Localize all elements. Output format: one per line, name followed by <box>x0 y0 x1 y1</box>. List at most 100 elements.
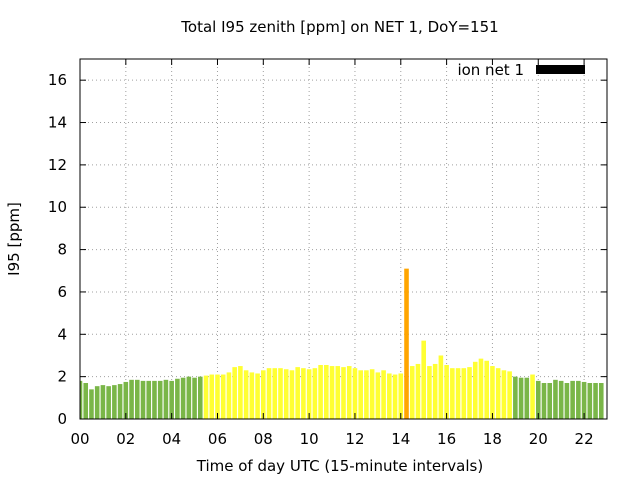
bar <box>593 383 598 419</box>
bar <box>180 377 186 419</box>
bar <box>329 366 335 419</box>
bar <box>513 376 518 419</box>
bar <box>507 371 512 419</box>
bar <box>89 389 94 419</box>
bar <box>421 340 426 419</box>
bar <box>467 367 472 419</box>
y-tick-labels: 0 2 4 6 8 10 12 14 16 <box>48 71 67 428</box>
bar <box>312 368 318 419</box>
bar <box>226 372 232 419</box>
x-tick-label: 14 <box>391 430 410 448</box>
bar <box>203 375 209 419</box>
grid <box>80 59 607 419</box>
bar <box>341 367 346 419</box>
bar <box>450 368 455 419</box>
x-axis-label: Time of day UTC (15-minute intervals) <box>196 457 483 475</box>
bar <box>444 365 449 419</box>
y-tick-label: 6 <box>57 283 67 301</box>
bar <box>398 373 404 419</box>
bar <box>306 369 312 419</box>
bar <box>438 355 444 419</box>
bar <box>547 383 553 419</box>
x-tick-label: 02 <box>116 430 135 448</box>
bar <box>192 377 197 419</box>
bar <box>324 365 329 419</box>
bar <box>175 378 180 419</box>
bar <box>535 380 541 419</box>
bar <box>364 370 369 419</box>
bar <box>318 365 323 419</box>
bar <box>301 368 306 419</box>
bar <box>392 374 398 419</box>
x-tick-label: 10 <box>300 430 319 448</box>
bar <box>553 379 558 419</box>
bar <box>100 385 106 419</box>
bar <box>404 268 409 419</box>
x-tick-label: 22 <box>575 430 594 448</box>
bar <box>232 367 237 419</box>
bar <box>278 368 283 419</box>
bar <box>283 369 289 419</box>
y-tick-label: 8 <box>57 241 67 259</box>
bar <box>163 379 169 419</box>
bar <box>146 380 152 419</box>
bar <box>369 369 375 419</box>
bar <box>409 366 415 419</box>
bar <box>157 380 163 419</box>
bar <box>117 384 123 419</box>
x-tick-label: 20 <box>529 430 548 448</box>
bar <box>455 368 461 419</box>
bar <box>387 373 392 419</box>
bar <box>186 376 192 419</box>
bar <box>198 376 203 419</box>
axis-ticks <box>79 59 607 420</box>
bar <box>249 372 255 419</box>
bar <box>427 366 432 419</box>
bar <box>472 361 478 419</box>
bar <box>581 381 587 419</box>
x-tick-labels: 00 02 04 06 08 10 12 14 16 18 20 22 <box>70 430 593 448</box>
bar <box>461 368 467 419</box>
bar <box>80 380 83 419</box>
legend-swatch <box>536 65 585 74</box>
bar <box>238 366 243 419</box>
bar <box>289 370 295 419</box>
plot-frame <box>79 58 608 420</box>
bar <box>587 383 593 419</box>
bar <box>106 386 111 419</box>
y-axis-label: I95 [ppm] <box>5 202 23 276</box>
y-tick-label: 12 <box>48 156 67 174</box>
y-tick-label: 4 <box>57 325 67 343</box>
bars <box>80 268 604 419</box>
bar <box>295 367 300 419</box>
legend-label: ion net 1 <box>457 61 524 79</box>
bar <box>152 380 157 419</box>
bar <box>346 366 352 419</box>
bar <box>570 380 575 419</box>
bar <box>123 381 129 419</box>
x-tick-label: 12 <box>345 430 364 448</box>
bar <box>215 374 220 419</box>
bar <box>169 380 174 419</box>
bar <box>518 377 524 419</box>
bar <box>255 373 260 419</box>
bar <box>478 358 484 419</box>
bar <box>541 383 547 419</box>
bar <box>112 385 117 419</box>
bar <box>530 374 535 419</box>
bar <box>335 366 341 419</box>
bar <box>375 372 381 419</box>
y-tick-label: 10 <box>48 198 67 216</box>
bar <box>243 370 249 419</box>
bar <box>495 368 501 419</box>
bar <box>432 363 438 419</box>
bar <box>352 368 358 419</box>
bar <box>134 379 140 419</box>
x-tick-label: 00 <box>70 430 89 448</box>
bar <box>558 380 564 419</box>
x-tick-label: 08 <box>254 430 273 448</box>
bar <box>564 383 570 419</box>
bar <box>598 383 604 419</box>
bar <box>272 368 278 419</box>
bar <box>94 386 100 419</box>
